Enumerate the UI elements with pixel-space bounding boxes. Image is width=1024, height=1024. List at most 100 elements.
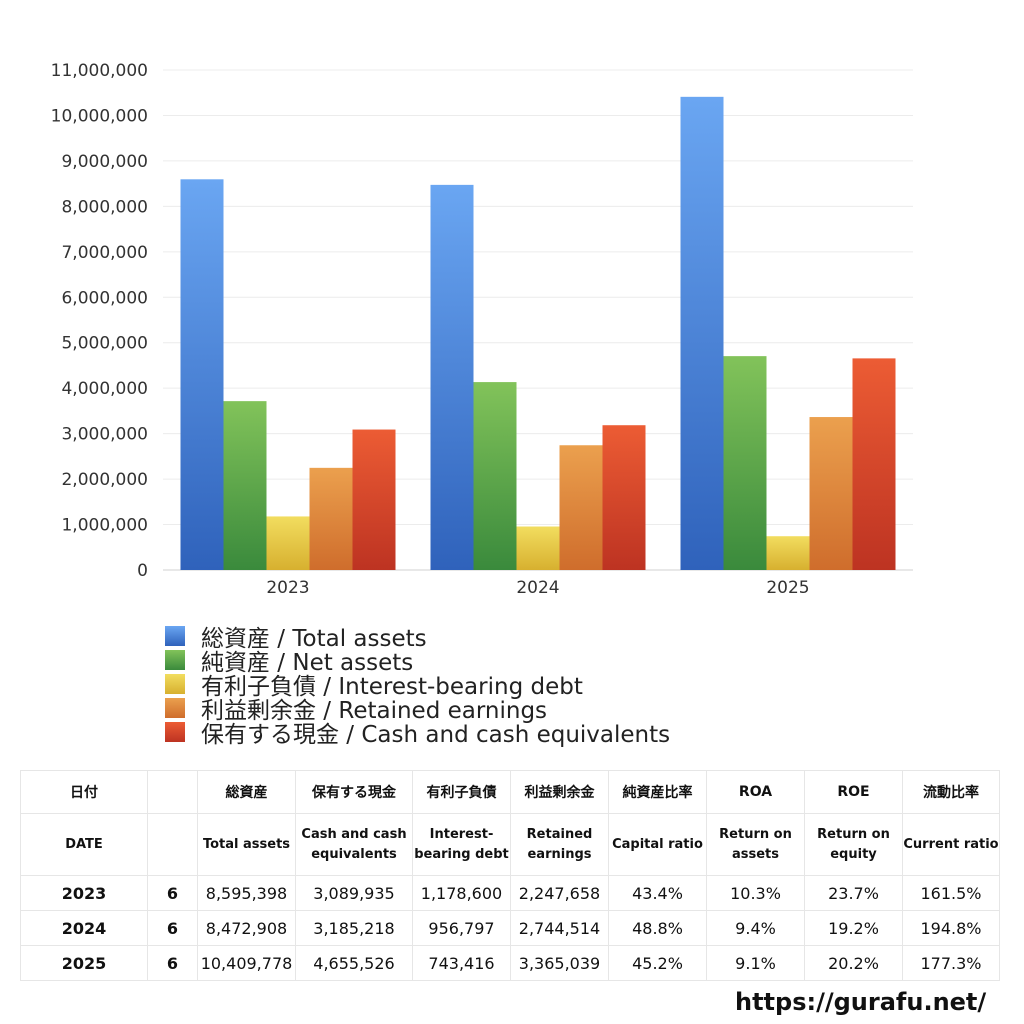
cell-cash: 3,185,218: [295, 910, 413, 946]
bar-2023-series-2: [266, 516, 310, 570]
header-cash-en: Cash and cash equivalents: [295, 813, 413, 876]
table-row: 2024 6 8,472,908 3,185,218 956,797 2,744…: [20, 910, 1000, 946]
cell-total-assets: 10,409,778: [197, 945, 296, 981]
legend-label: 純資産 / Net assets: [201, 650, 414, 676]
bar-2024-series-1: [473, 382, 517, 570]
header-cash-ja: 保有する現金: [295, 770, 413, 814]
cell-roa: 10.3%: [706, 875, 805, 911]
legend-label: 総資産 / Total assets: [201, 626, 427, 652]
cell-month: 6: [147, 875, 198, 911]
header-blank: [147, 770, 198, 814]
bar-2024-series-0: [430, 184, 474, 571]
source-url[interactable]: https://gurafu.net/: [735, 988, 987, 1016]
cell-capital-ratio: 48.8%: [608, 910, 707, 946]
table-header-en: DATE Total assets Cash and cash equivale…: [20, 813, 1000, 876]
cell-cash: 3,089,935: [295, 875, 413, 911]
header-total-assets-ja: 総資産: [197, 770, 296, 814]
legend-label: 保有する現金 / Cash and cash equivalents: [201, 722, 671, 748]
cell-year: 2024: [20, 910, 148, 946]
bar-2025-series-2: [766, 536, 810, 570]
y-tick-label: 10,000,000: [51, 106, 148, 126]
header-blank: [147, 813, 198, 876]
y-tick-label: 6,000,000: [61, 288, 148, 308]
bar-2025-series-0: [680, 96, 724, 570]
bar-2024-series-2: [516, 526, 560, 570]
header-date-ja: 日付: [20, 770, 148, 814]
cell-debt: 956,797: [412, 910, 511, 946]
cell-month: 6: [147, 910, 198, 946]
header-capital-ratio-en: Capital ratio: [608, 813, 707, 876]
cell-retained: 2,247,658: [510, 875, 609, 911]
bar-2024-series-4: [602, 425, 646, 570]
header-retained-en: Retained earnings: [510, 813, 609, 876]
cell-capital-ratio: 43.4%: [608, 875, 707, 911]
bars: [180, 96, 896, 571]
header-total-assets-en: Total assets: [197, 813, 296, 876]
header-roe-en: Return on equity: [804, 813, 903, 876]
y-tick-label: 11,000,000: [51, 61, 148, 81]
header-date-en: DATE: [20, 813, 148, 876]
bar-2023-series-3: [309, 467, 353, 570]
cell-month: 6: [147, 945, 198, 981]
bar-2023-series-1: [223, 401, 267, 570]
legend-swatch: [165, 722, 185, 742]
cell-total-assets: 8,472,908: [197, 910, 296, 946]
legend-swatch: [165, 674, 185, 694]
cell-current-ratio: 177.3%: [902, 945, 1000, 981]
cell-retained: 3,365,039: [510, 945, 609, 981]
y-tick-label: 0: [137, 561, 148, 581]
legend-item-interest-bearing-debt: 有利子負債 / Interest-bearing debt: [165, 672, 670, 700]
x-tick-label: 2024: [516, 578, 559, 598]
legend-swatch: [165, 698, 185, 718]
cell-year: 2023: [20, 875, 148, 911]
header-current-ratio-ja: 流動比率: [902, 770, 1000, 814]
cell-current-ratio: 194.8%: [902, 910, 1000, 946]
y-tick-label: 4,000,000: [61, 379, 148, 399]
table-row: 2023 6 8,595,398 3,089,935 1,178,600 2,2…: [20, 875, 1000, 911]
bar-chart: 0 1,000,000 2,000,000 3,000,000 4,000,000 5,0…: [51, 61, 913, 598]
y-tick-label: 5,000,000: [61, 334, 148, 354]
cell-retained: 2,744,514: [510, 910, 609, 946]
legend: 総資産 / Total assets 純資産 / Net assets 有利子負…: [165, 624, 670, 748]
bar-2025-series-3: [809, 417, 853, 570]
cell-debt: 1,178,600: [412, 875, 511, 911]
header-retained-ja: 利益剰余金: [510, 770, 609, 814]
x-tick-label: 2025: [766, 578, 809, 598]
table-row: 2025 6 10,409,778 4,655,526 743,416 3,36…: [20, 945, 1000, 981]
legend-swatch: [165, 626, 185, 646]
cell-capital-ratio: 45.2%: [608, 945, 707, 981]
cell-roe: 23.7%: [804, 875, 903, 911]
legend-swatch: [165, 650, 185, 670]
legend-item-cash: 保有する現金 / Cash and cash equivalents: [165, 720, 670, 748]
x-axis-ticks: 2023 2024 2025: [266, 578, 809, 598]
cell-debt: 743,416: [412, 945, 511, 981]
header-current-ratio-en: Current ratio: [902, 813, 1000, 876]
bar-2023-series-4: [352, 429, 396, 570]
legend-label: 利益剰余金 / Retained earnings: [201, 698, 548, 724]
cell-roe: 19.2%: [804, 910, 903, 946]
legend-item-net-assets: 純資産 / Net assets: [165, 648, 670, 676]
y-tick-label: 1,000,000: [61, 516, 148, 536]
table-header-ja: 日付 総資産 保有する現金 有利子負債 利益剰余金 純資産比率 ROA ROE …: [20, 770, 1000, 814]
y-tick-label: 7,000,000: [61, 243, 148, 263]
grid-lines: [163, 69, 913, 571]
bar-2025-series-1: [723, 356, 767, 570]
cell-cash: 4,655,526: [295, 945, 413, 981]
cell-total-assets: 8,595,398: [197, 875, 296, 911]
y-tick-label: 3,000,000: [61, 425, 148, 445]
y-tick-label: 8,000,000: [61, 197, 148, 217]
cell-roa: 9.4%: [706, 910, 805, 946]
cell-current-ratio: 161.5%: [902, 875, 1000, 911]
header-roa-en: Return on assets: [706, 813, 805, 876]
legend-item-total-assets: 総資産 / Total assets: [165, 624, 670, 652]
y-axis-ticks: 0 1,000,000 2,000,000 3,000,000 4,000,000 5,0…: [51, 61, 148, 581]
header-debt-ja: 有利子負債: [412, 770, 511, 814]
y-tick-label: 2,000,000: [61, 470, 148, 490]
legend-item-retained-earnings: 利益剰余金 / Retained earnings: [165, 696, 670, 724]
header-debt-en: Interest-bearing debt: [412, 813, 511, 876]
y-tick-label: 9,000,000: [61, 152, 148, 172]
header-roa-ja: ROA: [706, 770, 805, 814]
cell-roe: 20.2%: [804, 945, 903, 981]
cell-year: 2025: [20, 945, 148, 981]
x-tick-label: 2023: [266, 578, 309, 598]
